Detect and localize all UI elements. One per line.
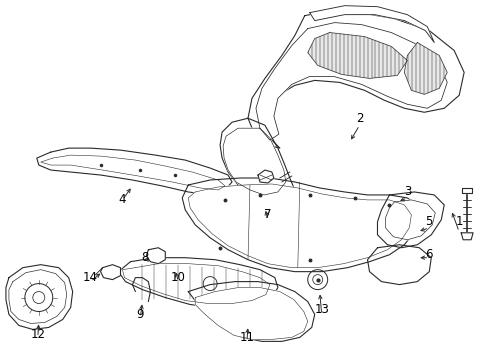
Text: 9: 9 [136,308,144,321]
Text: 14: 14 [83,271,98,284]
Polygon shape [37,148,232,195]
Text: 10: 10 [170,271,185,284]
Polygon shape [101,265,120,280]
Polygon shape [9,270,66,323]
Polygon shape [118,258,277,307]
Polygon shape [188,282,314,341]
Polygon shape [460,233,472,240]
Polygon shape [247,11,463,148]
Polygon shape [182,178,419,272]
Polygon shape [195,288,307,339]
Polygon shape [367,245,430,285]
Polygon shape [258,170,273,183]
Polygon shape [188,184,410,268]
Polygon shape [461,188,471,193]
Text: 2: 2 [355,112,363,125]
Polygon shape [122,264,269,303]
Text: 11: 11 [239,331,254,344]
Text: 4: 4 [119,193,126,206]
Text: 5: 5 [425,215,432,228]
Text: 12: 12 [30,328,45,341]
Polygon shape [404,42,447,94]
Polygon shape [223,128,285,195]
Polygon shape [41,155,224,190]
Text: 1: 1 [454,215,462,228]
Text: 3: 3 [403,185,410,198]
Polygon shape [220,118,294,200]
Text: 7: 7 [264,208,271,221]
Polygon shape [6,265,73,329]
Text: 13: 13 [314,303,328,316]
Polygon shape [385,200,434,240]
Polygon shape [307,32,407,78]
Polygon shape [146,248,165,264]
Polygon shape [255,23,447,140]
Text: 6: 6 [425,248,432,261]
Text: 8: 8 [142,251,149,264]
Polygon shape [377,192,443,248]
Polygon shape [309,6,433,42]
